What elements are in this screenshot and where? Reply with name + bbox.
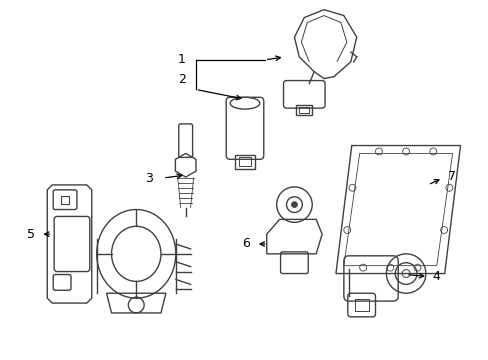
Bar	[354, 299, 368, 311]
Text: 3: 3	[145, 171, 153, 185]
Text: 6: 6	[242, 238, 249, 251]
Text: 4: 4	[432, 270, 440, 283]
Text: 7: 7	[447, 170, 455, 183]
Text: 2: 2	[178, 73, 185, 86]
Text: 5: 5	[27, 228, 35, 240]
Bar	[61, 196, 69, 204]
Bar	[235, 156, 254, 169]
Bar	[296, 105, 311, 115]
Bar	[299, 107, 308, 113]
Bar	[239, 157, 250, 166]
Text: 1: 1	[178, 53, 185, 66]
Circle shape	[291, 202, 297, 208]
